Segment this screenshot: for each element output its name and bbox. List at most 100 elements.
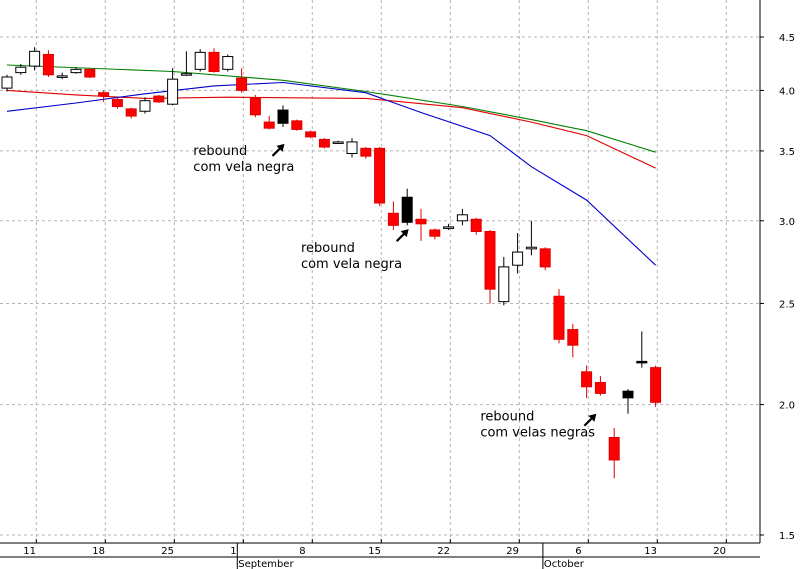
candle-body	[470, 218, 482, 232]
candle-body	[236, 77, 248, 91]
annotation-line: rebound	[193, 144, 247, 159]
candle	[305, 130, 317, 139]
candle	[208, 48, 220, 73]
candle-body	[456, 214, 468, 222]
candle-body	[291, 120, 303, 130]
candle-body	[84, 68, 96, 78]
annotation-line: rebound	[301, 241, 355, 256]
candle-body	[429, 229, 441, 237]
candle-body	[1, 76, 13, 89]
candle	[15, 63, 27, 75]
candle	[415, 208, 427, 241]
arrow-shaft	[395, 232, 406, 242]
candle	[443, 223, 455, 230]
candle-body	[263, 121, 275, 129]
x-tick-label: 11	[23, 546, 36, 557]
candle	[360, 147, 372, 159]
candle-body	[332, 141, 344, 144]
y-tick-label: 4.5	[779, 33, 795, 44]
candle	[332, 140, 344, 144]
y-tick-label: 2.5	[779, 299, 795, 310]
candle	[512, 233, 524, 274]
candle	[222, 54, 234, 72]
candle-body	[277, 109, 289, 124]
annotation-3: rebound com velas negras	[480, 410, 595, 441]
candle	[401, 188, 413, 226]
candle-body	[70, 68, 82, 74]
candle	[56, 72, 68, 80]
x-tick-label: 22	[437, 546, 450, 557]
candle-body	[305, 131, 317, 138]
candle-body	[222, 56, 234, 70]
x-tick-label: 13	[644, 546, 657, 557]
candle	[167, 68, 179, 106]
y-tick-label: 4.0	[779, 86, 795, 97]
candle-body	[443, 226, 455, 229]
candle	[236, 68, 248, 93]
candle	[581, 365, 593, 398]
arrow-icon	[583, 413, 597, 427]
x-tick-label: 6	[575, 546, 581, 557]
candle-body	[484, 230, 496, 290]
candle-body	[553, 295, 565, 340]
candle	[291, 119, 303, 131]
candle	[374, 147, 386, 206]
arrow-shaft	[271, 147, 282, 157]
x-tick-label: 15	[368, 546, 381, 557]
arrow-head	[400, 229, 409, 238]
candle-body	[318, 138, 330, 148]
candle-body	[56, 75, 68, 78]
candle	[111, 97, 123, 109]
candle-body	[360, 147, 372, 157]
candle	[387, 201, 399, 230]
y-tick-label: 3.5	[779, 147, 795, 158]
x-tick-label: 8	[299, 546, 305, 557]
candle-body	[180, 73, 192, 76]
candle	[567, 323, 579, 358]
candle	[622, 388, 634, 414]
candle	[98, 90, 110, 102]
candle-body	[622, 390, 634, 399]
candle-body	[567, 329, 579, 346]
candle-body	[387, 212, 399, 226]
arrow-icon	[395, 229, 409, 242]
candle	[484, 229, 496, 304]
candle-body	[608, 436, 620, 461]
candle	[553, 289, 565, 344]
y-tick-label: 3.0	[779, 217, 795, 228]
candle	[318, 138, 330, 149]
candles-layer	[1, 47, 662, 479]
x-tick-label: 25	[161, 546, 174, 557]
candle-body	[208, 51, 220, 73]
x-tick-label: 1	[230, 546, 236, 557]
candle-body	[167, 78, 179, 105]
month-label: October	[544, 559, 585, 569]
candle	[194, 49, 206, 72]
candle-body	[581, 371, 593, 388]
annotation-2: rebound com vela negra	[301, 241, 402, 272]
candle	[346, 138, 358, 158]
candle	[525, 220, 537, 256]
arrow-head	[276, 143, 285, 152]
month-label: September	[238, 559, 294, 569]
candle-body	[650, 367, 662, 403]
candle	[125, 107, 137, 119]
candle	[29, 47, 41, 71]
moving-average-line-2	[6, 89, 656, 169]
candle-body	[415, 218, 427, 225]
candle	[429, 228, 441, 240]
candle-body	[525, 246, 537, 250]
candle	[139, 97, 151, 114]
candle	[1, 74, 13, 92]
candle-body	[498, 266, 510, 303]
arrow-icon	[271, 143, 285, 157]
candle	[70, 67, 82, 74]
candle-body	[346, 141, 358, 155]
candle-body	[539, 248, 551, 268]
candle-body	[374, 147, 386, 204]
candle	[277, 105, 289, 127]
x-tick-label: 18	[92, 546, 105, 557]
